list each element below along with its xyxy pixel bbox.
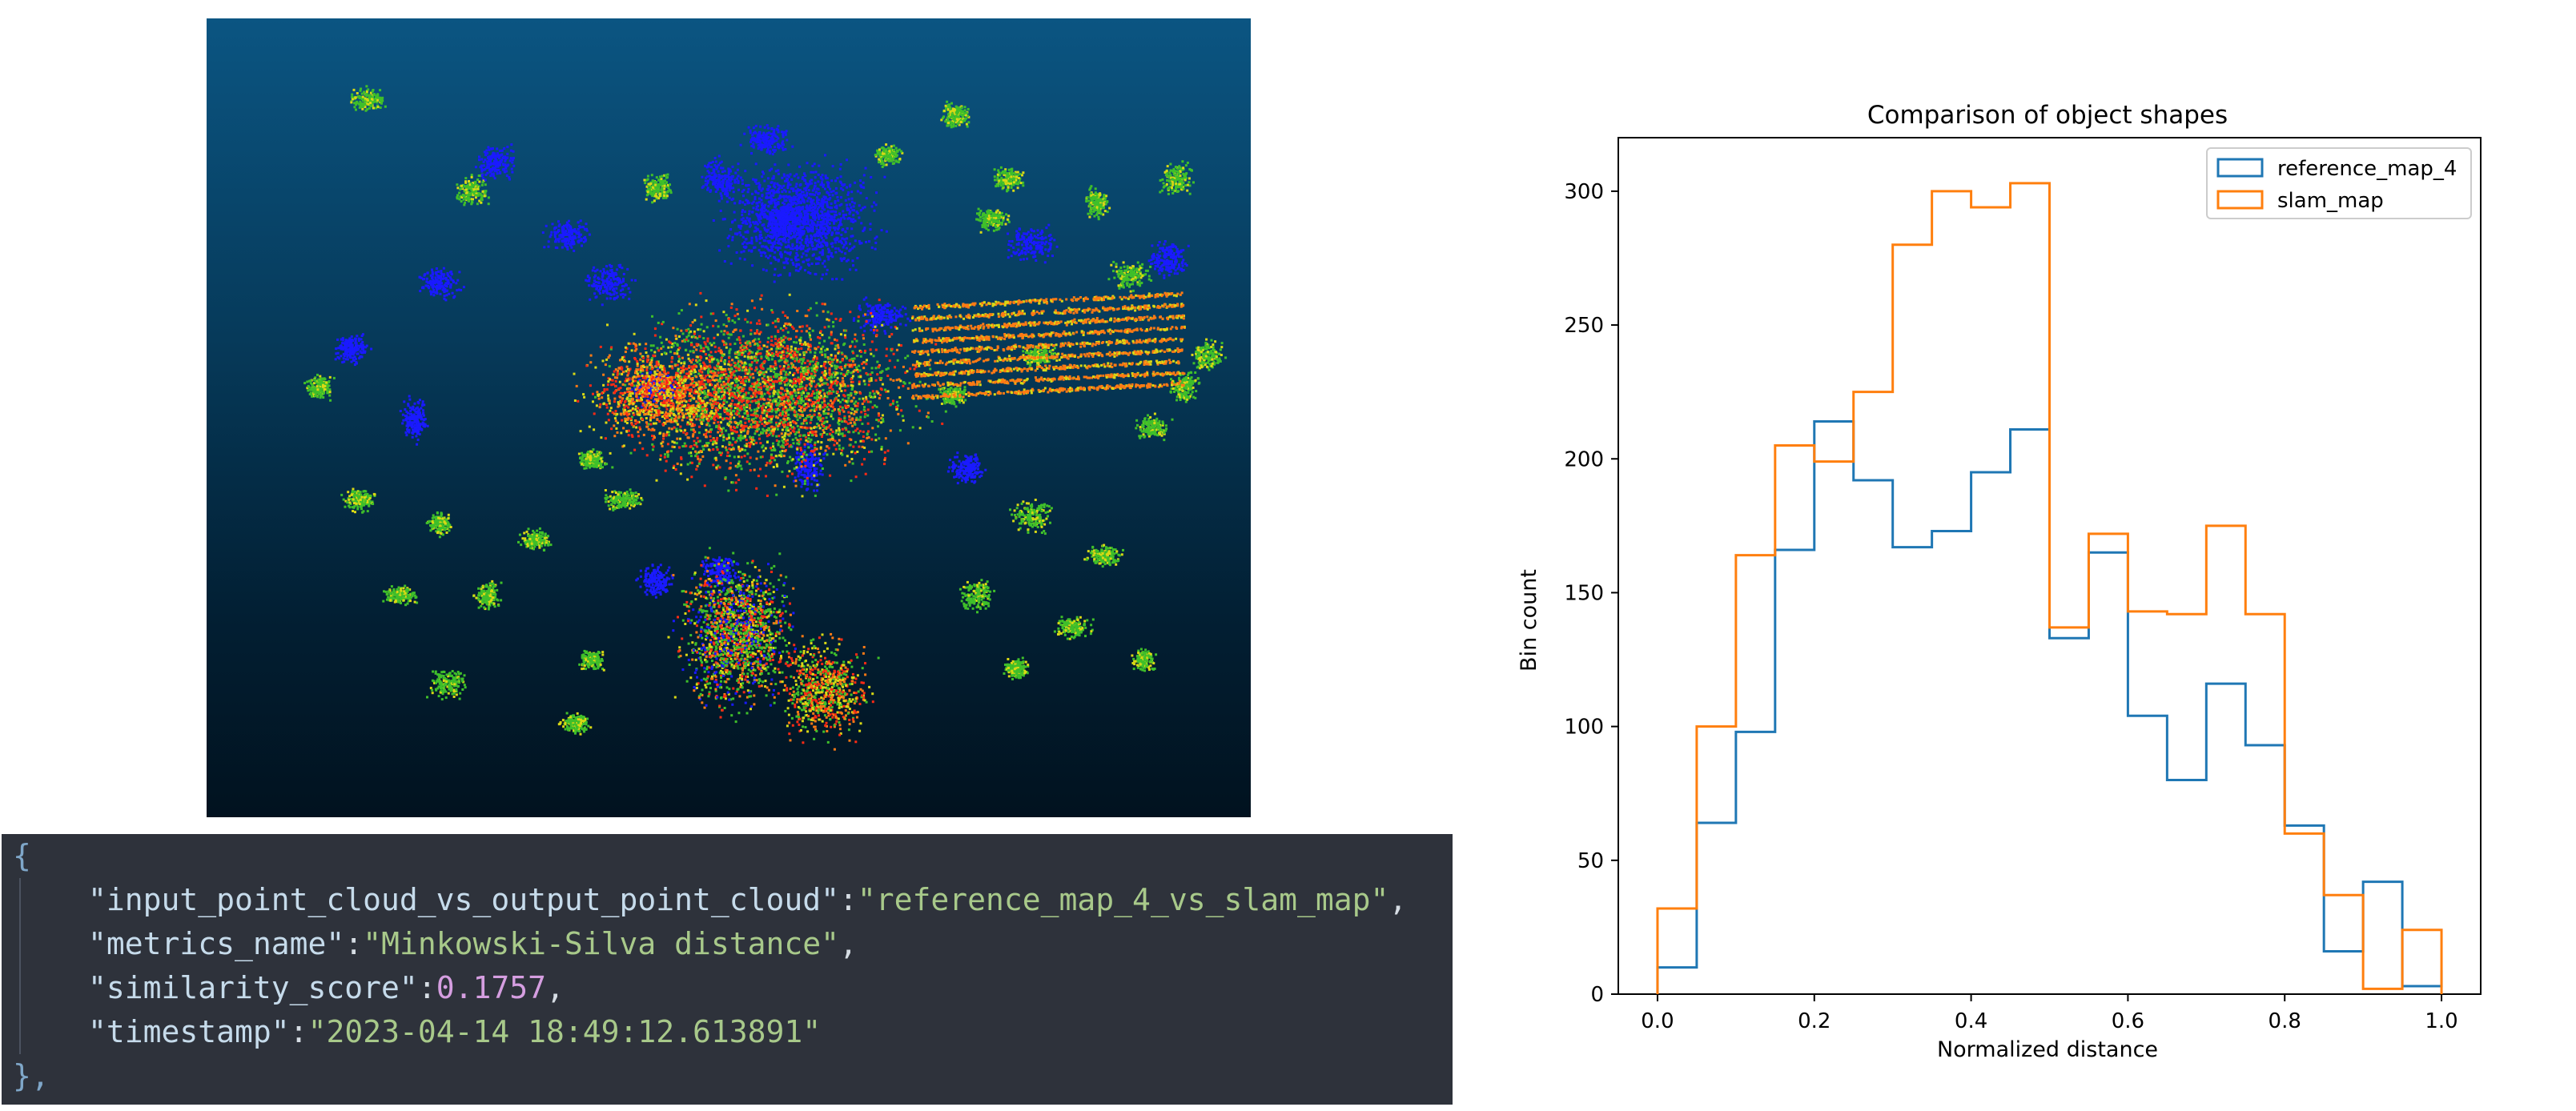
y-tick-label: 200 [1564,447,1604,471]
json-open-brace: { [13,838,31,873]
json-value: "2023-04-14 18:49:12.613891" [307,1014,822,1049]
json-line-pair: "timestamp":"2023-04-14 18:49:12.613891" [88,1014,822,1049]
x-tick-label: 1.0 [2425,1009,2457,1033]
json-key: "similarity_score" [88,970,418,1005]
chart-canvas: 0.0 0.2 0.4 0.6 0.8 1.0 0 50 100 150 200 250 300 Com… [1517,101,2482,1062]
x-tick-label: 0.2 [1798,1009,1831,1033]
json-line-pair: "similarity_score":0.1757, [88,970,565,1005]
y-tick-label: 300 [1564,180,1604,204]
legend-box [2206,147,2472,219]
indent-guide [19,878,21,1054]
json-key: "metrics_name" [88,926,345,961]
chart-title: Comparison of object shapes [1867,101,2228,130]
legend-swatch [2216,158,2264,178]
point-cloud-canvas [303,85,1228,751]
histogram-step-slam_map [1656,182,2443,994]
json-key: "input_point_cloud_vs_output_point_cloud… [88,882,839,917]
y-tick-label: 100 [1564,716,1604,740]
x-tick-label: 0.8 [2269,1009,2301,1033]
legend-swatch [2216,190,2264,210]
x-tick-label: 0.0 [1641,1009,1674,1033]
json-line-pair: "metrics_name":"Minkowski-Silva distance… [88,926,858,961]
y-tick-label: 150 [1564,581,1604,605]
json-value: "Minkowski-Silva distance" [363,926,840,961]
y-tick-label: 0 [1590,983,1604,1007]
x-axis-label: Normalized distance [1937,1037,2158,1062]
series-layer [1656,182,2443,994]
json-close-brace: }, [13,1058,50,1093]
legend-label: slam_map [2277,189,2384,213]
json-line-pair: "input_point_cloud_vs_output_point_cloud… [88,882,1408,917]
json-key: "timestamp" [88,1014,290,1049]
histogram-chart: 0.0 0.2 0.4 0.6 0.8 1.0 0 50 100 150 200 250 300 Com… [1489,80,2530,1089]
metrics-json-panel: { "input_point_cloud_vs_output_point_clo… [2,834,1453,1105]
legend: reference_map_4 slam_map [2206,147,2472,219]
point-cloud-view [207,18,1251,817]
x-tick-label: 0.4 [1955,1009,1987,1033]
y-tick-label: 250 [1564,314,1604,338]
json-value: 0.1757 [436,970,546,1005]
json-value: "reference_map_4_vs_slam_map" [857,882,1389,917]
x-tick-label: 0.6 [2112,1009,2144,1033]
legend-label: reference_map_4 [2277,157,2457,181]
ticks: 0.0 0.2 0.4 0.6 0.8 1.0 0 50 100 150 200 250 300 [1564,180,2457,1033]
y-tick-label: 50 [1577,849,1604,873]
y-axis-label: Bin count [1517,569,1541,672]
